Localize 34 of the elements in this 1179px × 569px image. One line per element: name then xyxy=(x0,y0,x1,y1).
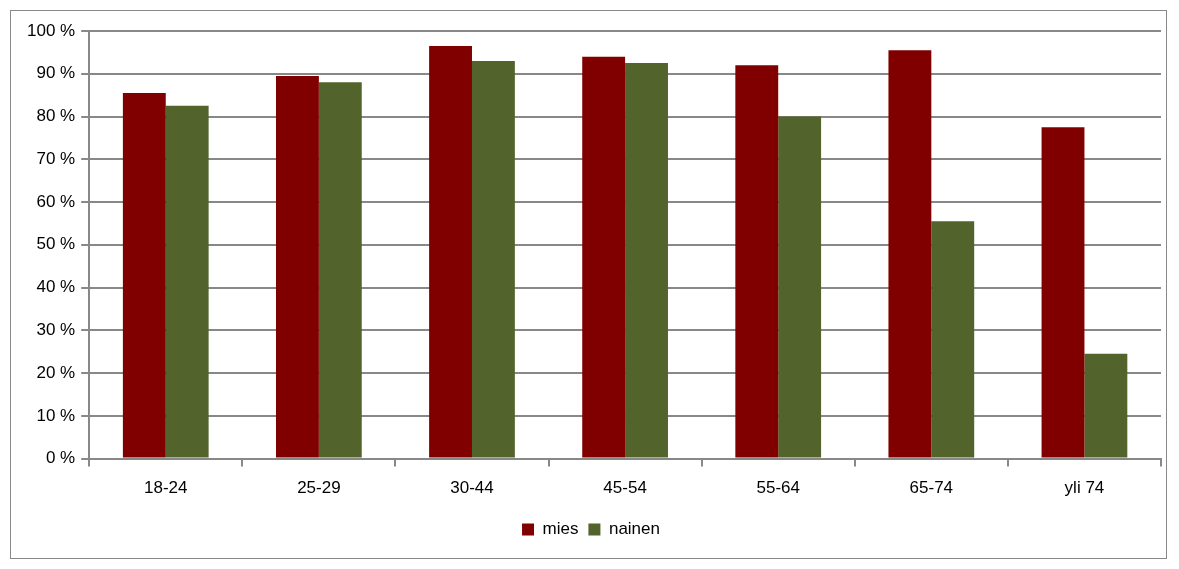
y-tick-label: 60 % xyxy=(36,191,76,211)
bar xyxy=(888,50,932,458)
bar xyxy=(931,221,975,458)
x-tick-label: 18-24 xyxy=(144,478,188,498)
bar xyxy=(582,56,626,458)
bar xyxy=(429,45,472,458)
x-tick-label: 55-64 xyxy=(756,478,800,498)
y-tick-label: 0 % xyxy=(45,448,76,468)
x-tick-label: 30-44 xyxy=(450,478,494,498)
bar xyxy=(1041,127,1085,458)
x-tick-label: 45-54 xyxy=(603,478,647,498)
y-tick-label: 100 % xyxy=(27,20,76,40)
x-tick-label: 65-74 xyxy=(909,478,954,498)
bar xyxy=(735,65,779,458)
bar xyxy=(122,93,166,458)
y-tick-label: 40 % xyxy=(36,277,76,297)
x-tick-label: yli 74 xyxy=(1064,478,1105,498)
bar xyxy=(1084,353,1128,458)
bar xyxy=(276,75,319,458)
y-tick-label: 10 % xyxy=(36,405,76,425)
y-tick-label: 80 % xyxy=(36,106,76,126)
y-tick-label: 70 % xyxy=(36,148,76,168)
y-tick-label: 20 % xyxy=(36,362,76,382)
y-tick-label: 30 % xyxy=(36,320,76,340)
y-tick-label: 50 % xyxy=(36,234,76,254)
y-tick-label: 90 % xyxy=(36,63,76,83)
legend-label: nainen xyxy=(608,519,660,539)
bar xyxy=(318,82,362,458)
legend-label: mies xyxy=(542,519,579,539)
x-tick-label: 25-29 xyxy=(297,478,341,498)
bar xyxy=(471,60,515,458)
bar xyxy=(625,63,668,458)
bar xyxy=(165,105,209,458)
bar xyxy=(778,116,822,458)
